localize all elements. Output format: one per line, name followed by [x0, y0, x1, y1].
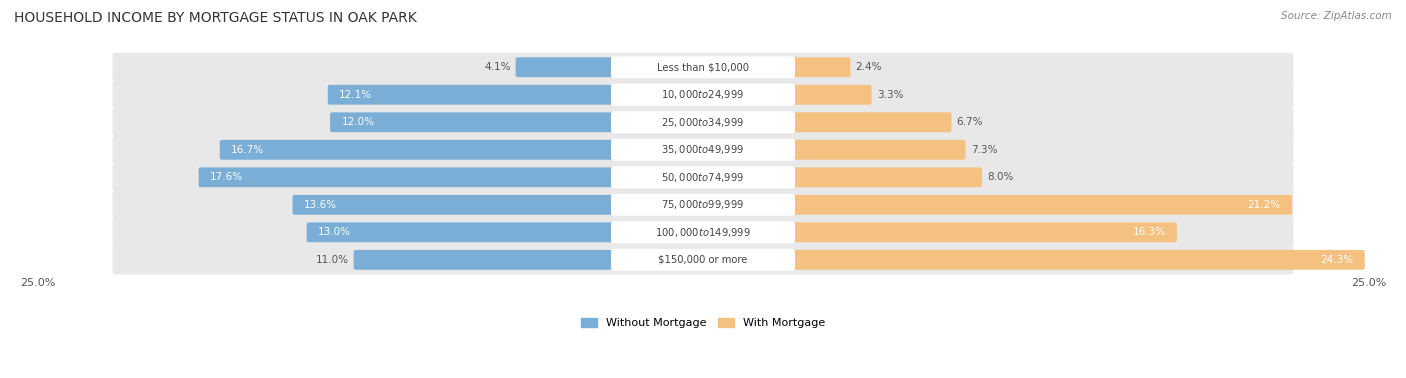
Text: 21.2%: 21.2% [1247, 200, 1281, 210]
Legend: Without Mortgage, With Mortgage: Without Mortgage, With Mortgage [581, 318, 825, 328]
FancyBboxPatch shape [112, 218, 1294, 247]
FancyBboxPatch shape [790, 112, 952, 132]
Text: 3.3%: 3.3% [877, 90, 903, 100]
Text: Source: ZipAtlas.com: Source: ZipAtlas.com [1281, 11, 1392, 21]
Text: 12.1%: 12.1% [339, 90, 373, 100]
FancyBboxPatch shape [328, 85, 616, 105]
FancyBboxPatch shape [219, 140, 616, 160]
Text: 17.6%: 17.6% [209, 172, 243, 182]
FancyBboxPatch shape [198, 167, 616, 187]
FancyBboxPatch shape [612, 249, 794, 271]
Text: $25,000 to $34,999: $25,000 to $34,999 [661, 116, 745, 129]
Text: $75,000 to $99,999: $75,000 to $99,999 [661, 198, 745, 211]
FancyBboxPatch shape [790, 222, 1177, 242]
Text: $35,000 to $49,999: $35,000 to $49,999 [661, 143, 745, 156]
Text: $10,000 to $24,999: $10,000 to $24,999 [661, 88, 745, 101]
FancyBboxPatch shape [612, 56, 794, 78]
Text: 4.1%: 4.1% [484, 62, 510, 72]
FancyBboxPatch shape [112, 135, 1294, 164]
Text: $100,000 to $149,999: $100,000 to $149,999 [655, 226, 751, 239]
Text: 6.7%: 6.7% [956, 117, 983, 127]
FancyBboxPatch shape [516, 57, 616, 77]
Text: 13.0%: 13.0% [318, 227, 352, 237]
FancyBboxPatch shape [112, 80, 1294, 109]
Text: Less than $10,000: Less than $10,000 [657, 62, 749, 72]
FancyBboxPatch shape [790, 57, 851, 77]
Text: 11.0%: 11.0% [315, 255, 349, 265]
Text: 13.6%: 13.6% [304, 200, 337, 210]
FancyBboxPatch shape [790, 85, 872, 105]
FancyBboxPatch shape [112, 53, 1294, 82]
Text: HOUSEHOLD INCOME BY MORTGAGE STATUS IN OAK PARK: HOUSEHOLD INCOME BY MORTGAGE STATUS IN O… [14, 11, 416, 25]
FancyBboxPatch shape [112, 245, 1294, 274]
FancyBboxPatch shape [612, 84, 794, 106]
FancyBboxPatch shape [790, 140, 966, 160]
Text: 25.0%: 25.0% [20, 278, 55, 288]
FancyBboxPatch shape [612, 166, 794, 188]
Text: 8.0%: 8.0% [987, 172, 1014, 182]
Text: $50,000 to $74,999: $50,000 to $74,999 [661, 171, 745, 184]
FancyBboxPatch shape [112, 190, 1294, 219]
FancyBboxPatch shape [790, 167, 981, 187]
Text: 16.3%: 16.3% [1132, 227, 1166, 237]
Text: $150,000 or more: $150,000 or more [658, 255, 748, 265]
FancyBboxPatch shape [612, 111, 794, 133]
Text: 16.7%: 16.7% [231, 145, 264, 155]
FancyBboxPatch shape [112, 163, 1294, 192]
FancyBboxPatch shape [790, 195, 1292, 215]
FancyBboxPatch shape [330, 112, 616, 132]
Text: 12.0%: 12.0% [342, 117, 374, 127]
Text: 2.4%: 2.4% [856, 62, 882, 72]
FancyBboxPatch shape [307, 222, 616, 242]
FancyBboxPatch shape [612, 221, 794, 243]
Text: 25.0%: 25.0% [1351, 278, 1386, 288]
Text: 24.3%: 24.3% [1320, 255, 1354, 265]
FancyBboxPatch shape [612, 139, 794, 161]
FancyBboxPatch shape [112, 108, 1294, 137]
FancyBboxPatch shape [612, 194, 794, 216]
FancyBboxPatch shape [292, 195, 616, 215]
FancyBboxPatch shape [353, 250, 616, 270]
Text: 7.3%: 7.3% [970, 145, 997, 155]
FancyBboxPatch shape [790, 250, 1365, 270]
